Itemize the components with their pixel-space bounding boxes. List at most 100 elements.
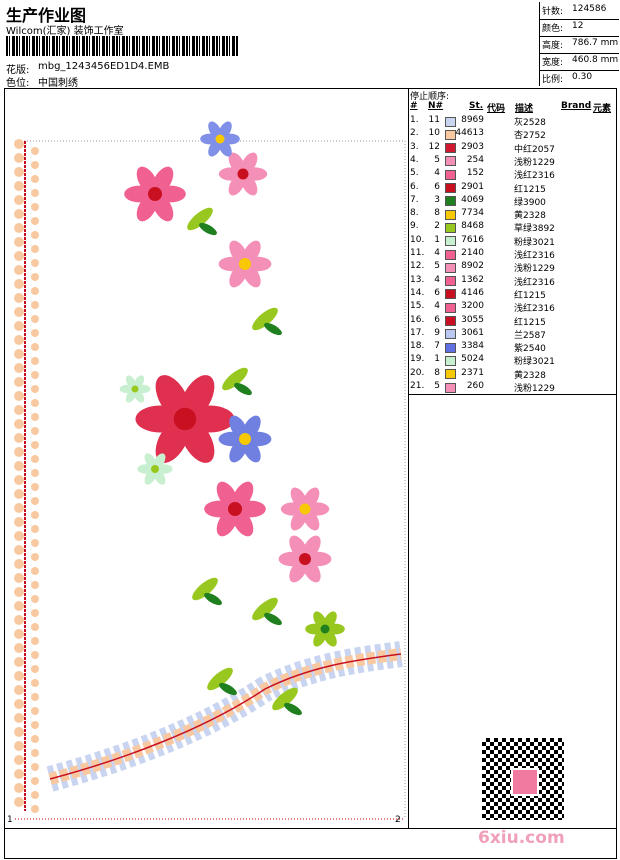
stitch-shape	[31, 413, 39, 421]
row-index: 19.	[410, 354, 425, 365]
description: 浅粉1229	[514, 264, 555, 275]
stitch-shape	[31, 245, 39, 253]
stitches: 254	[466, 154, 484, 165]
description: 黄2328	[514, 211, 546, 222]
color-swatch	[445, 209, 456, 220]
stitch-shape	[31, 623, 39, 631]
needle: 8	[434, 367, 440, 378]
color-swatch	[445, 342, 456, 353]
row-index: 13.	[410, 274, 425, 285]
stitch-shape	[31, 497, 39, 505]
stitch-shape	[31, 525, 39, 533]
stitch-shape	[272, 687, 298, 711]
stitch-shape	[31, 259, 39, 267]
stitch-shape	[14, 237, 24, 247]
colorway-label: 色位:	[6, 78, 30, 89]
stitch-shape	[14, 405, 24, 415]
row-index: 2.	[410, 128, 419, 139]
stitch-shape	[14, 587, 24, 597]
stitch-shape	[31, 567, 39, 575]
row-index: 21.	[410, 381, 425, 391]
description: 浅红2316	[514, 304, 555, 315]
description: 灰2528	[514, 118, 546, 128]
description: 浅红2316	[514, 251, 555, 261]
stitch-shape	[31, 553, 39, 561]
stitch-shape	[14, 601, 24, 611]
info-value: 460.8 mm	[572, 55, 619, 65]
row-index: 1.	[410, 115, 419, 125]
stitch-shape	[14, 489, 24, 499]
stitch-shape	[14, 671, 24, 681]
stitch-shape	[31, 805, 39, 813]
stitch-shape	[234, 382, 252, 396]
stitch-shape	[14, 461, 24, 471]
stitches: 44613	[455, 128, 484, 139]
company: Wilcom(汇家) 装饰工作室	[6, 26, 124, 37]
info-rule	[540, 53, 619, 54]
stitch-shape	[31, 665, 39, 673]
stitch-shape	[14, 447, 24, 457]
info-box: 针数: 124586 颜色: 12 高度: 786.7 mm 宽度: 460.8 mm 比例: 0…	[539, 2, 619, 86]
row-index: 9.	[410, 221, 419, 232]
description: 红1215	[514, 184, 546, 195]
stitch-shape	[31, 581, 39, 589]
needle: 12	[428, 141, 440, 152]
info-value: 0.30	[572, 72, 593, 82]
stitch-shape	[31, 749, 39, 757]
stitch-shape	[14, 545, 24, 555]
frame	[4, 88, 617, 859]
stitch-shape	[14, 475, 24, 485]
stitch-shape	[31, 147, 39, 155]
border-motif	[14, 139, 403, 813]
stitch-shape	[31, 637, 39, 645]
column-header: 描述	[515, 104, 534, 114]
stitch-shape	[239, 258, 251, 270]
stitch-shape	[204, 592, 222, 606]
needle: 6	[434, 287, 440, 298]
description: 黄2328	[514, 370, 546, 381]
color-swatch	[445, 143, 456, 154]
row-index: 17.	[410, 327, 425, 338]
stitch-shape	[299, 553, 311, 565]
stitch-shape	[14, 685, 24, 695]
color-swatch	[445, 276, 456, 287]
stitch-shape	[219, 682, 237, 696]
column-header: #	[410, 101, 418, 111]
stitch-shape	[14, 307, 24, 317]
stitch-shape	[14, 657, 24, 667]
colorway: 中国刺绣	[38, 78, 78, 89]
info-label: 针数:	[542, 7, 564, 17]
color-swatch	[445, 369, 456, 380]
stitch-shape	[14, 139, 24, 149]
corner-label: 1	[7, 815, 13, 825]
stitch-shape	[31, 511, 39, 519]
stitch-shape	[14, 503, 24, 513]
stitches: 260	[466, 381, 484, 391]
file-name: mbg_1243456ED1D4.EMB	[38, 61, 170, 72]
stitch-shape	[14, 349, 24, 359]
column-header: N#	[428, 101, 444, 111]
stitches: 2901	[461, 181, 484, 192]
stitch-shape	[31, 469, 39, 477]
info-rule	[540, 70, 619, 71]
description: 中红2057	[514, 144, 555, 155]
stitch-shape	[228, 502, 242, 516]
stitch-shape	[31, 287, 39, 295]
color-swatch	[445, 196, 456, 207]
stitch-shape	[31, 539, 39, 547]
stitch-shape	[31, 217, 39, 225]
row-index: 4.	[410, 154, 419, 165]
stitch-shape	[14, 167, 24, 177]
divider	[4, 828, 617, 829]
info-value: 786.7 mm	[572, 38, 619, 48]
stitch-shape	[31, 427, 39, 435]
stitch-shape	[49, 653, 402, 780]
stitch-shape	[14, 615, 24, 625]
row-index: 3.	[410, 141, 419, 152]
stitches: 1362	[461, 274, 484, 285]
description: 浅粉1229	[514, 157, 555, 168]
needle: 4	[434, 168, 440, 179]
column-header: Brand	[561, 101, 592, 111]
needle: 8	[434, 208, 440, 219]
